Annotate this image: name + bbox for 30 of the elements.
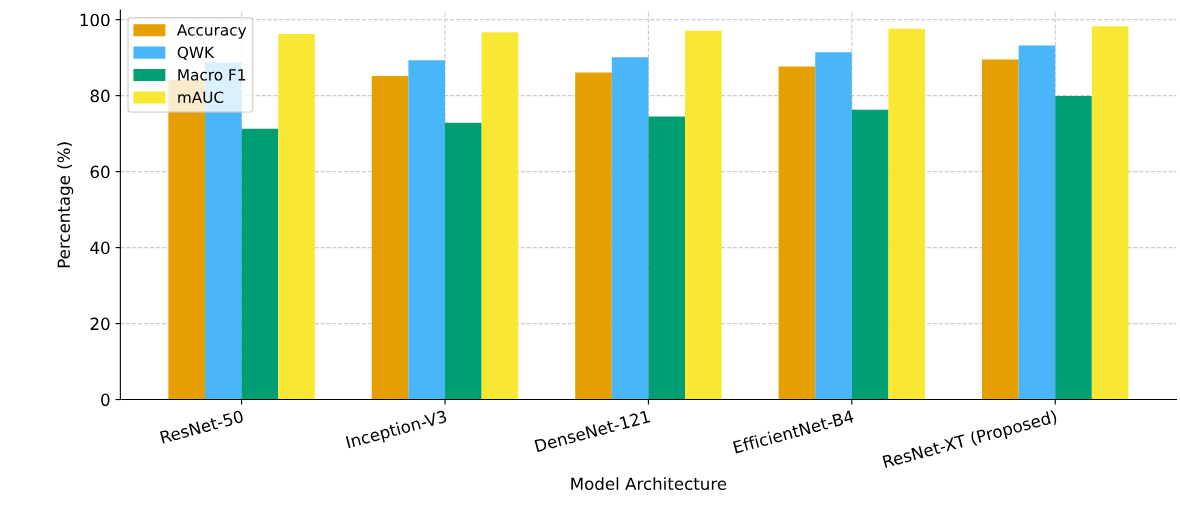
bar bbox=[685, 30, 722, 400]
bar bbox=[778, 66, 816, 400]
bar bbox=[575, 72, 612, 400]
y-tick-label: 20 bbox=[90, 317, 110, 331]
bar bbox=[481, 32, 519, 400]
bar bbox=[815, 52, 852, 400]
bar bbox=[888, 28, 926, 400]
legend-label: Accuracy bbox=[177, 24, 247, 39]
bar bbox=[1055, 96, 1092, 400]
bar bbox=[408, 60, 445, 400]
bar bbox=[278, 34, 315, 400]
y-tick-label: 100 bbox=[80, 13, 110, 27]
legend-label: QWK bbox=[177, 46, 215, 60]
y-tick-label: 60 bbox=[90, 165, 110, 179]
bar bbox=[851, 109, 889, 400]
bar bbox=[1018, 45, 1056, 400]
x-axis-title: Model Architecture bbox=[571, 477, 727, 491]
bar bbox=[445, 122, 482, 400]
y-tick-label: 0 bbox=[101, 393, 110, 407]
bar bbox=[1091, 26, 1129, 400]
y-axis-title: Percentage (%) bbox=[57, 142, 74, 268]
bar bbox=[648, 116, 686, 400]
bar bbox=[611, 57, 649, 400]
bar bbox=[982, 59, 1019, 400]
y-tick-label: 80 bbox=[90, 89, 110, 103]
legend-label: Macro F1 bbox=[178, 69, 246, 81]
bar bbox=[371, 75, 409, 400]
y-tick-label: 40 bbox=[90, 241, 110, 255]
legend-label: mAUC bbox=[178, 91, 224, 104]
bar bbox=[241, 128, 279, 400]
